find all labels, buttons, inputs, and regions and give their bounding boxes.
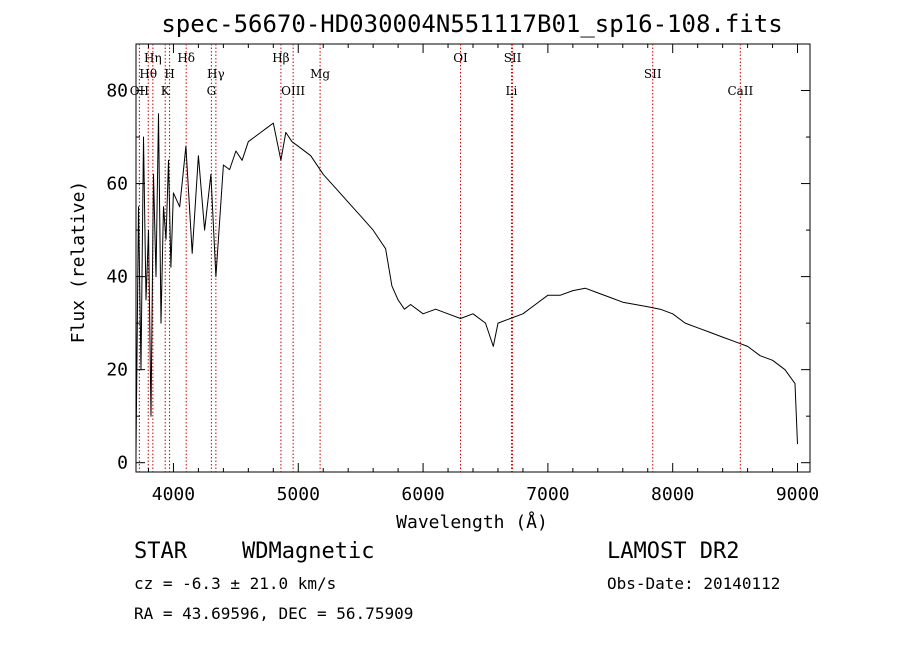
line-label: Hγ bbox=[207, 67, 225, 81]
x-tick-label: 7000 bbox=[526, 484, 569, 505]
radec-text: RA = 43.69596, DEC = 56.75909 bbox=[134, 604, 414, 623]
line-label: Hθ bbox=[139, 67, 157, 81]
line-label: SII bbox=[504, 51, 522, 65]
y-tick-label: 60 bbox=[106, 174, 128, 195]
spectral-line-markers bbox=[138, 44, 741, 472]
x-tick-label: 4000 bbox=[152, 484, 195, 505]
y-tick-label: 40 bbox=[106, 267, 128, 288]
line-label: H bbox=[164, 67, 174, 81]
x-axis-label: Wavelength (Å) bbox=[396, 511, 548, 533]
x-tick-label: 5000 bbox=[277, 484, 320, 505]
class-label: STAR bbox=[134, 539, 187, 564]
subclass-label: WDMagnetic bbox=[242, 539, 375, 564]
line-label: Hδ bbox=[177, 51, 195, 65]
line-label: OIII bbox=[281, 84, 305, 98]
line-label: K bbox=[161, 84, 171, 98]
x-tick-label: 6000 bbox=[401, 484, 444, 505]
x-tick-label: 9000 bbox=[776, 484, 819, 505]
line-label: CaII bbox=[727, 84, 753, 98]
obs-date-text: Obs-Date: 20140112 bbox=[607, 574, 781, 593]
x-tick-label: 8000 bbox=[651, 484, 694, 505]
line-label: SII bbox=[644, 67, 662, 81]
y-tick-label: 0 bbox=[117, 453, 128, 474]
chart-title: spec-56670-HD030004N551117B01_sp16-108.f… bbox=[161, 10, 782, 38]
y-tick-label: 80 bbox=[106, 81, 128, 102]
line-label: Li bbox=[506, 84, 518, 98]
survey-label: LAMOST DR2 bbox=[607, 539, 740, 564]
line-label: Hη bbox=[144, 51, 162, 65]
y-tick-label: 20 bbox=[106, 360, 128, 381]
line-label: G bbox=[207, 84, 217, 98]
x-axis-ticks: 4000 5000 6000 7000 8000 9000 bbox=[147, 44, 819, 505]
line-label: OI bbox=[453, 51, 468, 65]
redshift-text: cz = -6.3 ± 21.0 km/s bbox=[134, 574, 337, 593]
plot-frame bbox=[135, 43, 811, 473]
line-label: Hβ bbox=[272, 51, 289, 65]
y-axis-label: Flux (relative) bbox=[68, 181, 89, 344]
line-label: Mg bbox=[310, 67, 330, 81]
y-axis-ticks: 0 20 40 60 80 bbox=[106, 81, 810, 474]
spectrum-series-line bbox=[135, 113, 798, 454]
